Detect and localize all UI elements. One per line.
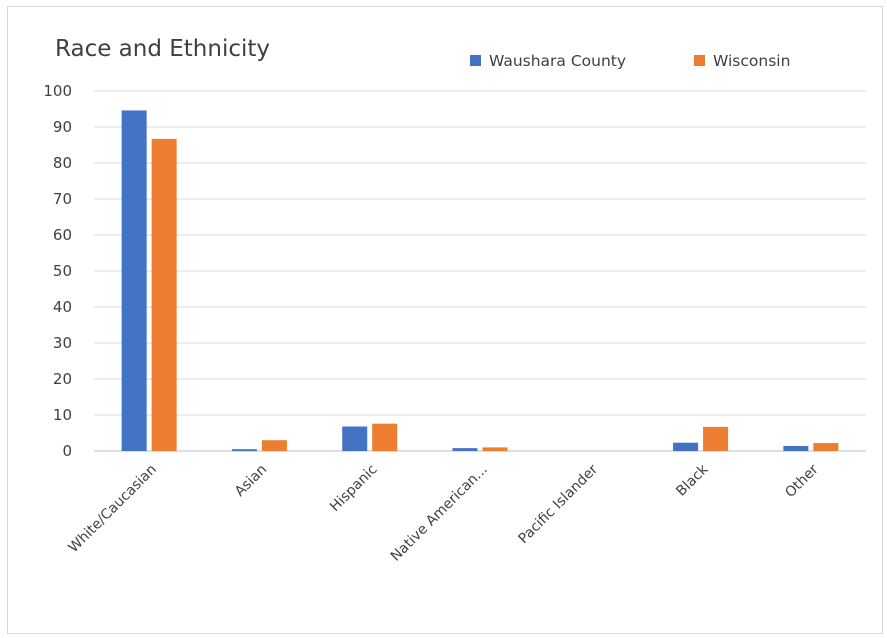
bar-wisconsin-1 bbox=[261, 440, 287, 451]
legend: Waushara County Wisconsin bbox=[470, 52, 790, 70]
legend-label: Wisconsin bbox=[713, 52, 790, 70]
y-tick-label: 50 bbox=[53, 262, 72, 280]
x-category-label: Pacific Islander bbox=[516, 461, 602, 547]
x-category-label: Black bbox=[673, 461, 712, 500]
bar-wisconsin-2 bbox=[372, 423, 398, 451]
y-tick-label: 90 bbox=[53, 118, 72, 136]
y-tick-label: 100 bbox=[43, 82, 72, 100]
bar-wisconsin-0 bbox=[151, 138, 177, 451]
legend-swatch bbox=[694, 55, 705, 66]
bars bbox=[121, 110, 839, 451]
y-axis-ticks: 0 10 20 30 40 50 60 70 80 90 100 bbox=[43, 82, 72, 460]
bar-waushara-county-6 bbox=[783, 445, 809, 451]
bar-waushara-county-5 bbox=[673, 442, 699, 451]
chart-title: Race and Ethnicity bbox=[55, 36, 270, 62]
y-tick-label: 60 bbox=[53, 226, 72, 244]
y-tick-label: 30 bbox=[53, 334, 72, 352]
bar-waushara-county-1 bbox=[231, 449, 257, 451]
y-tick-label: 70 bbox=[53, 190, 72, 208]
y-tick-label: 40 bbox=[53, 298, 72, 316]
bar-waushara-county-3 bbox=[452, 448, 478, 451]
x-category-label: Other bbox=[782, 461, 822, 501]
bar-wisconsin-5 bbox=[703, 426, 729, 451]
bar-wisconsin-6 bbox=[813, 443, 839, 451]
y-tick-label: 0 bbox=[62, 442, 72, 460]
y-tick-label: 20 bbox=[53, 370, 72, 388]
x-category-label: White/Caucasian bbox=[66, 462, 160, 556]
y-tick-label: 80 bbox=[53, 154, 72, 172]
x-axis-labels: White/Caucasian Asian Hispanic Native Ameri… bbox=[66, 461, 822, 565]
x-category-label: Asian bbox=[232, 462, 270, 500]
legend-swatch bbox=[470, 55, 481, 66]
gridlines bbox=[94, 90, 866, 452]
legend-label: Waushara County bbox=[489, 52, 626, 70]
bar-waushara-county-0 bbox=[121, 110, 147, 451]
x-category-label: Hispanic bbox=[327, 462, 380, 515]
y-tick-label: 10 bbox=[53, 406, 72, 424]
bar-wisconsin-3 bbox=[482, 447, 508, 451]
x-category-label: Native American... bbox=[388, 462, 491, 565]
bar-waushara-county-2 bbox=[342, 426, 368, 451]
